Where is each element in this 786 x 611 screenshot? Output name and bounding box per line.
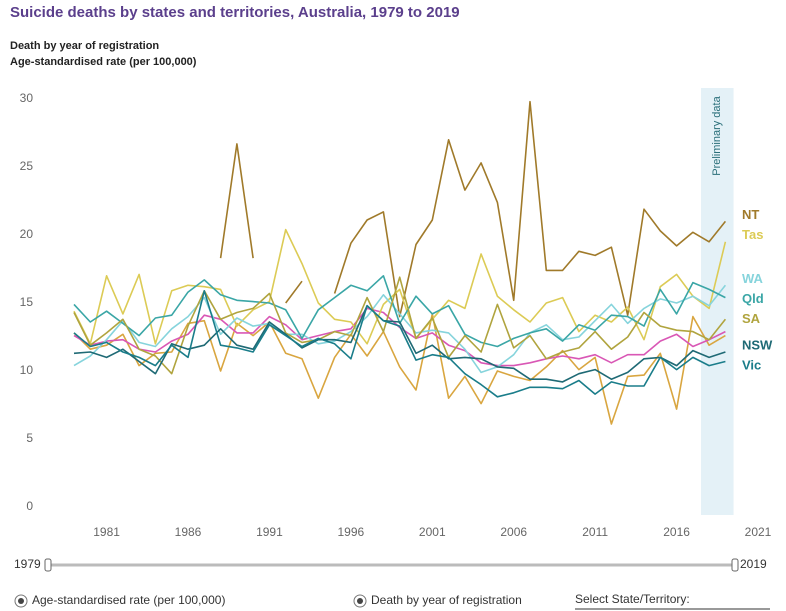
series-line [73, 290, 726, 398]
series-line [73, 276, 727, 375]
y-tick-label: 20 [20, 227, 34, 241]
series-label: NT [742, 207, 759, 222]
chart-title: Suicide deaths by states and territories… [10, 4, 460, 21]
series-line [73, 304, 726, 383]
annotation: Preliminary data [711, 95, 723, 175]
x-tick-label: 2006 [500, 525, 527, 539]
radio-label[interactable]: Death by year of registration [371, 593, 522, 607]
y-tick-label: 30 [20, 91, 34, 105]
y-tick-label: 10 [20, 363, 34, 377]
series-label: WA [742, 271, 764, 286]
x-tick-label: 2001 [419, 525, 446, 539]
slider-handle[interactable] [44, 558, 52, 572]
x-tick-label: 1981 [93, 525, 120, 539]
slider-min-label: 1979 [14, 557, 41, 571]
series-line [219, 100, 727, 318]
y-tick-label: 25 [20, 159, 34, 173]
radio-label[interactable]: Age-standardised rate (per 100,000) [32, 593, 225, 607]
series-line [73, 284, 727, 374]
series-label: Vic [742, 357, 761, 372]
y-tick-label: 5 [26, 431, 33, 445]
series-line [73, 228, 727, 345]
x-tick-label: 2021 [745, 525, 772, 539]
select-label[interactable]: Select State/Territory: [575, 592, 690, 606]
series-label: NSW [742, 337, 773, 352]
series-label: SA [742, 311, 761, 326]
slider-handle[interactable] [731, 558, 739, 572]
slider-max-label: 2019 [740, 557, 767, 571]
x-tick-label: 2016 [663, 525, 690, 539]
x-tick-label: 1986 [175, 525, 202, 539]
subtitle: Age-standardised rate (per 100,000) [10, 56, 197, 68]
x-tick-label: 2011 [582, 525, 608, 539]
series-line [73, 313, 726, 425]
plot: Preliminary data 0 5 10 15 20 25 30 1981 1986 1991… [20, 88, 773, 539]
y-tick-label: 15 [20, 295, 34, 309]
radio-dot [357, 598, 363, 604]
radio-dot [18, 598, 24, 604]
y-tick-label: 0 [26, 499, 33, 513]
x-tick-label: 1996 [338, 525, 365, 539]
series-label: Qld [742, 291, 764, 306]
subtitle: Death by year of registration [10, 40, 159, 52]
series-label: Tas [742, 227, 763, 242]
preliminary-band [701, 88, 734, 515]
x-tick-label: 1991 [256, 525, 283, 539]
